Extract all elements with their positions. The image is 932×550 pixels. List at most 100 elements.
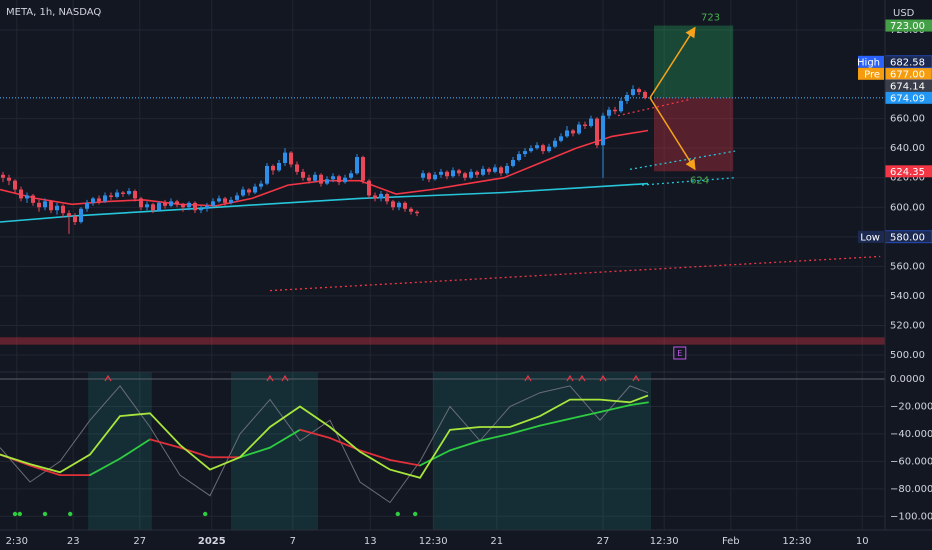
signal-band [433,372,651,530]
x-tick-label: 2:30 [6,536,28,547]
candle-body [517,154,521,160]
price-tag: Low [860,232,880,243]
candle-body [487,168,491,172]
price-label-box [885,91,932,104]
price-label: 624.35 [890,167,925,178]
candle-body [331,176,335,180]
x-tick-label: 21 [490,536,503,547]
candle-body [31,195,35,203]
trendline [641,177,736,186]
candle-body [139,198,143,208]
candle-body [559,136,563,141]
candle-body [97,198,101,202]
candle-body [7,177,11,181]
candle-body [421,173,425,178]
candle-body [223,198,227,203]
moving-average [0,129,649,207]
candle-body [613,109,617,112]
candle-body [157,202,161,211]
candle-body [193,202,197,211]
candle-body [217,198,221,202]
signal-dot [203,511,208,517]
slow-line [119,438,151,460]
candle-body [73,216,77,223]
candle-body [595,118,599,146]
candle-body [253,186,257,193]
candle-body [463,173,467,178]
candle-body [109,195,113,197]
y-tick-label: 560.00 [890,261,925,272]
slow-line [449,439,481,452]
x-tick-label: 10 [856,536,869,547]
candle-body [451,170,455,177]
candle-body [475,171,479,175]
candle-body [601,115,605,146]
candle-body [79,208,83,223]
candle-body [61,205,65,214]
caret [281,374,289,382]
caret [266,374,274,382]
price-tag-box [858,230,884,243]
price-label: 723.00 [890,21,925,32]
y-tick-label: −20.0000 [890,401,932,412]
caret [104,374,112,382]
signal-dot [17,511,22,517]
price-label: 682.58 [890,57,925,68]
price-label-box [885,79,932,92]
candle-body [373,195,377,199]
moving-average [0,182,649,223]
slow-line [299,428,331,439]
candle-body [337,176,341,183]
slow-line [419,449,451,467]
signal-band [231,372,318,530]
candle-body [361,157,365,181]
candle-body [469,171,473,178]
candle-body [391,201,395,208]
candle-body [1,174,5,178]
price-label-box [885,19,932,32]
price-label-box [885,165,932,178]
x-tick-label: Feb [722,536,740,547]
caret [578,374,586,382]
candle-body [343,177,347,183]
slow-line [389,459,421,467]
y-tick-label: −40.0000 [890,429,932,440]
candle-body [349,173,353,178]
candle-body [241,189,245,196]
candle-body [535,145,539,149]
candle-body [211,201,215,206]
candle-body [115,192,119,197]
x-tick-label: 13 [364,536,377,547]
candle-body [325,179,329,184]
event-label: E [677,349,682,358]
x-tick-label: 2025 [198,536,226,547]
candle-body [505,165,509,174]
candle-body [397,202,401,208]
stop-label: 624 [690,175,709,186]
candle-body [553,140,557,147]
x-tick-label: 12:30 [650,536,679,547]
candle-body [25,195,29,199]
currency: USD [893,8,915,19]
x-tick-label: 12:30 [782,536,811,547]
candle-body [565,130,569,137]
fast-line [0,394,649,479]
slow-line [269,428,301,449]
price-tag: High [857,57,880,68]
candle-body [19,189,23,199]
candle-body [187,202,191,208]
candle-body [55,205,59,211]
candle-body [289,152,293,165]
candle-body [85,202,89,209]
candle-body [133,191,137,199]
candle-body [547,146,551,152]
candle-body [577,124,581,134]
chart-title: META, 1h, NASDAQ [6,7,101,18]
candle-body [571,130,575,134]
caret [566,374,574,382]
slow-line [599,404,631,413]
candle-body [301,171,305,178]
candle-body [271,165,275,171]
